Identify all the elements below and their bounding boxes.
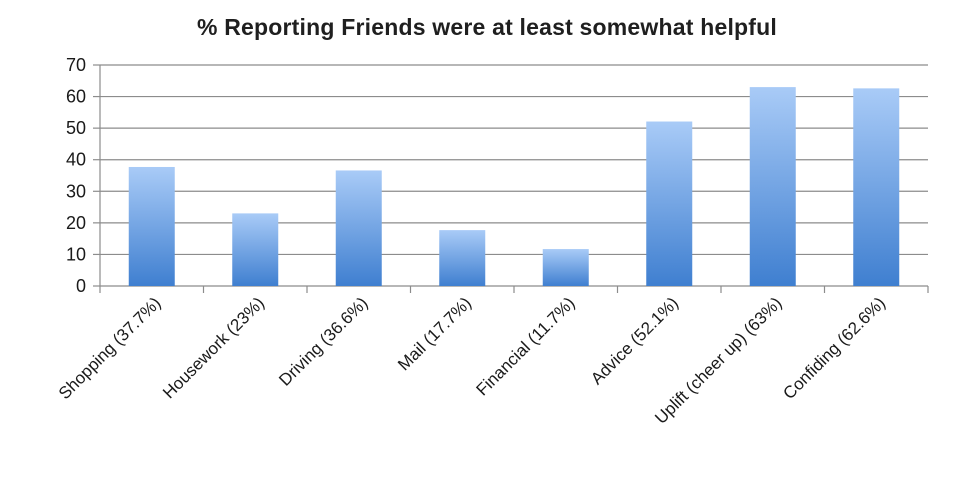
bar — [853, 88, 900, 286]
x-tick-label: Mail (17.7%) — [394, 293, 475, 374]
x-tick-label: Financial (11.7%) — [472, 293, 578, 399]
y-tick-label: 20 — [66, 213, 86, 233]
x-tick-label: Driving (36.6%) — [275, 293, 371, 389]
x-tick-label: Advice (52.1%) — [587, 293, 682, 388]
bars — [128, 87, 900, 287]
axes — [93, 64, 929, 293]
x-tick-label: Shopping (37.7%) — [55, 293, 165, 403]
y-tick-label: 70 — [66, 55, 86, 75]
x-tick-label: Confiding (62.6%) — [779, 293, 889, 403]
y-tick-label: 60 — [66, 87, 86, 107]
bar — [542, 249, 589, 286]
bar — [232, 213, 279, 286]
x-tick-label: Housework (23%) — [159, 293, 268, 402]
chart-title: % Reporting Friends were at least somewh… — [196, 14, 777, 40]
bar — [335, 170, 382, 286]
y-tick-label: 0 — [76, 276, 86, 296]
y-tick-label: 10 — [66, 244, 86, 264]
bar — [749, 87, 796, 286]
y-tick-label: 30 — [66, 181, 86, 201]
y-tick-label: 50 — [66, 118, 86, 138]
bar — [646, 121, 693, 287]
bar — [439, 230, 486, 286]
bar — [128, 166, 175, 286]
y-tick-label: 40 — [66, 150, 86, 170]
gridlines — [100, 64, 928, 256]
